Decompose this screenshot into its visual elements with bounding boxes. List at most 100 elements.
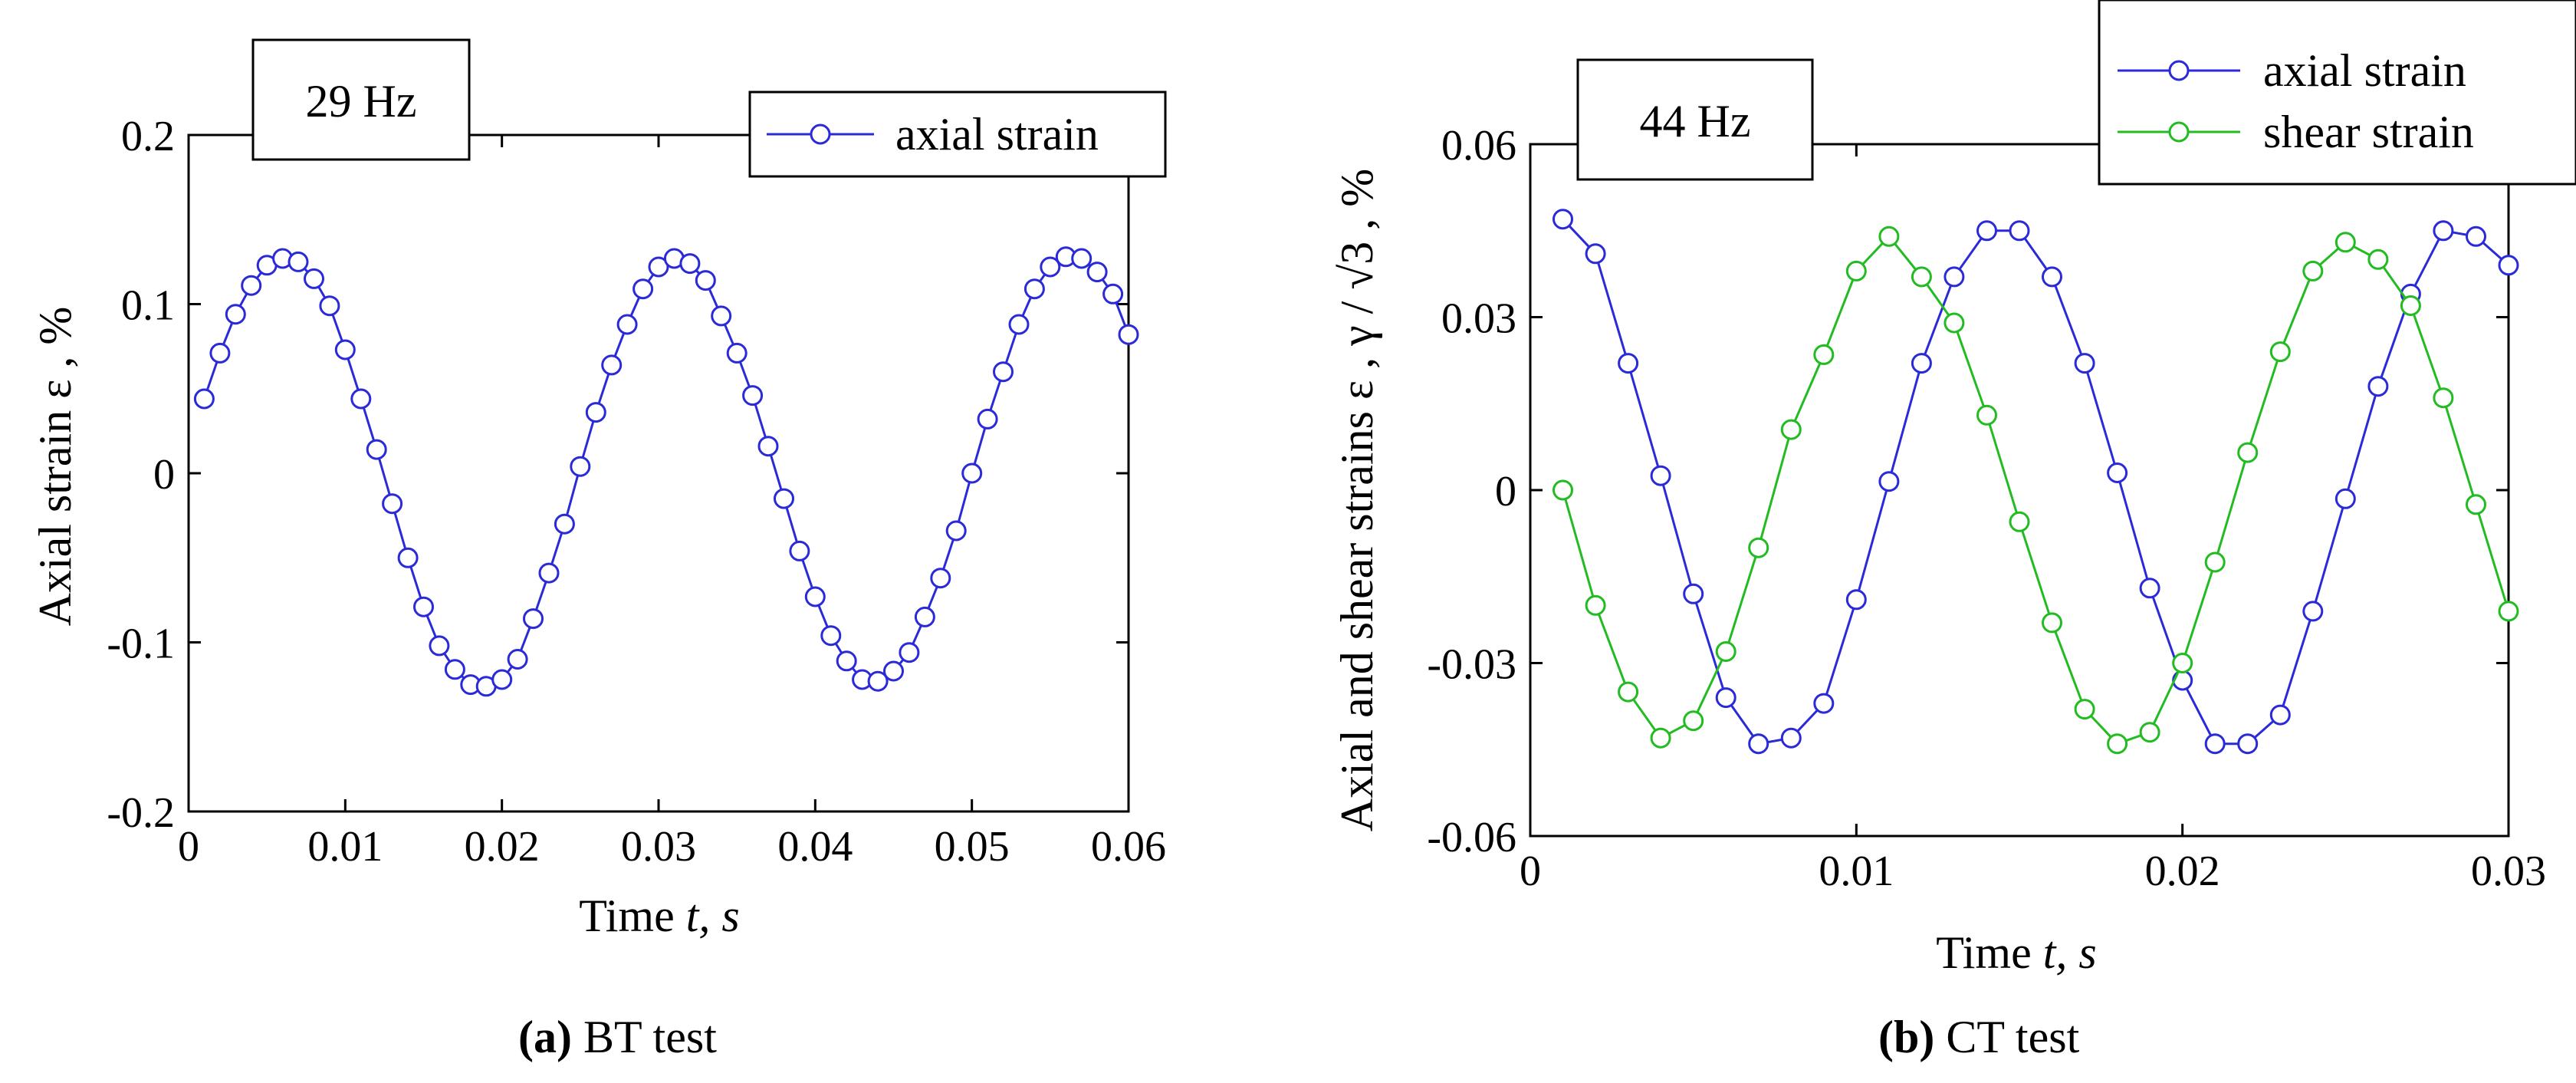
panel-a-y-ticks: -0.2 -0.1 0 0.1 0.2 — [107, 113, 1129, 837]
panel-a-point-axial-strain — [350, 388, 372, 410]
panel-b-y-tick-label: 0 — [1495, 468, 1516, 515]
panel-a-point-axial-strain — [774, 488, 794, 509]
panel-a-point-axial-strain — [288, 251, 309, 272]
panel-a-point-axial-strain — [570, 456, 591, 477]
panel-b-point-shear-strain — [1748, 537, 1769, 558]
panel-a-point-axial-strain — [429, 635, 450, 657]
panel-b-point-shear-strain — [1878, 225, 1900, 247]
panel-a-y-tick-label: 0.1 — [121, 282, 175, 330]
panel-a-point-axial-strain — [1086, 262, 1108, 283]
panel-a-caption: (a) BT test — [518, 1011, 717, 1064]
panel-a-caption-label: (a) — [518, 1012, 572, 1062]
panel-b-point-shear-strain — [2269, 341, 2291, 363]
panel-a-point-axial-strain — [1118, 324, 1139, 345]
panel-b-point-shear-strain — [2042, 612, 2062, 634]
panel-a-point-axial-strain — [193, 388, 215, 410]
panel-b-point-axial-strain — [2466, 225, 2486, 247]
panel-b-point-shear-strain — [2302, 260, 2324, 281]
panel-b-annotation-box: 44 Hz — [1576, 58, 1814, 181]
panel-b-point-axial-strain — [2204, 733, 2226, 755]
panel-a-point-axial-strain — [366, 439, 387, 460]
panel-b-point-axial-strain — [2107, 462, 2128, 483]
panel-a-point-axial-strain — [1071, 248, 1092, 269]
panel-b-point-axial-strain — [1976, 220, 1997, 242]
panel-a-point-axial-strain — [836, 650, 857, 672]
panel-b-point-axial-strain — [2498, 255, 2519, 276]
panel-b-point-shear-strain — [2204, 551, 2226, 573]
panel-b-y-tick-label: -0.06 — [1427, 814, 1516, 861]
panel-b-point-shear-strain — [1650, 727, 1671, 749]
panel-a-point-axial-strain — [789, 540, 810, 561]
panel-a-point-axial-strain — [726, 342, 748, 364]
panel-a-point-axial-strain — [804, 586, 826, 607]
panel-a-point-axial-strain — [742, 385, 764, 407]
panel-b-point-shear-strain — [1944, 312, 1965, 334]
panel-b-point-axial-strain — [2009, 220, 2030, 242]
panel-b-point-shear-strain — [1552, 479, 1573, 501]
panel-a-y-tick-label: -0.1 — [107, 621, 175, 668]
panel-a-series — [193, 246, 1139, 697]
panel-a-point-axial-strain — [523, 608, 544, 630]
panel-a-x-axis-label: Time t, s — [579, 890, 740, 941]
panel-b-point-axial-strain — [1552, 209, 1573, 230]
panel-b-point-axial-strain — [1878, 471, 1900, 492]
panel-b-x-tick-label: 0.03 — [2471, 848, 2546, 895]
panel-b-point-shear-strain — [2334, 232, 2356, 253]
panel-b-point-shear-strain — [1780, 419, 1802, 440]
panel-a-x-tick-label: 0.05 — [935, 823, 1010, 871]
panel-b-point-shear-strain — [1715, 641, 1737, 662]
panel-b-point-axial-strain — [2302, 601, 2324, 622]
panel-b-series-line-shear-strain — [1562, 235, 2510, 746]
panel-b-y-ticks: -0.06 -0.03 0 0.03 0.06 — [1427, 122, 2509, 861]
panel-b-y-tick-label: 0.03 — [1441, 295, 1516, 343]
panel-a-point-axial-strain — [209, 342, 231, 364]
panel-b-point-shear-strain — [1976, 404, 1997, 426]
panel-a-point-axial-strain — [616, 314, 638, 335]
panel-a-annotation: 29 Hz — [306, 76, 417, 127]
panel-b-point-axial-strain — [1813, 693, 1835, 714]
panel-a-point-axial-strain — [867, 670, 889, 692]
panel-a-point-axial-strain — [695, 270, 716, 291]
panel-b-plot-frame — [1529, 143, 2510, 838]
panel-a-point-axial-strain — [883, 660, 904, 682]
panel-b-point-axial-strain — [2237, 733, 2259, 755]
panel-a-point-axial-strain — [225, 304, 246, 325]
panel-b-point-axial-strain — [1585, 243, 1606, 265]
panel-a-series-line-axial-strain — [202, 255, 1130, 688]
panel-b-y-axis-label: Axial and shear strains ε , γ / √3 , % — [1332, 169, 1382, 831]
panel-a-legend: axial strain — [748, 91, 1167, 178]
panel-b-point-shear-strain — [1618, 681, 1639, 703]
panel-a-point-axial-strain — [585, 402, 606, 423]
panel-b-point-axial-strain — [1944, 266, 1965, 288]
panel-b-point-shear-strain — [1845, 260, 1867, 281]
panel-a-point-axial-strain — [334, 339, 356, 360]
panel-b-point-axial-strain — [2433, 220, 2454, 242]
panel-b-point-shear-strain — [2237, 442, 2259, 463]
panel-b-point-axial-strain — [1715, 687, 1737, 709]
panel-b-point-axial-strain — [2172, 670, 2193, 691]
panel-b-point-shear-strain — [2498, 601, 2519, 622]
panel-b-point-shear-strain — [2107, 733, 2128, 755]
panel-b-series — [1552, 209, 2519, 755]
panel-b-caption-label: (b) — [1878, 1012, 1935, 1062]
panel-a-point-axial-strain — [1102, 283, 1124, 304]
panel-b-point-axial-strain — [1650, 465, 1671, 486]
panel-a-point-axial-strain — [648, 256, 669, 278]
panel-b-legend-label-shear: shear strain — [2263, 107, 2474, 157]
panel-b-x-tick-label: 0.01 — [1819, 848, 1894, 895]
panel-b-point-shear-strain — [2400, 295, 2421, 316]
panel-b-point-axial-strain — [2334, 488, 2356, 509]
panel-a-point-axial-strain — [1040, 256, 1061, 278]
panel-b-annotation: 44 Hz — [1640, 96, 1751, 146]
panel-a-caption-text: BT test — [571, 1012, 717, 1062]
panel-a-point-axial-strain — [914, 606, 935, 627]
panel-b-legend-marker-axial — [2168, 60, 2190, 81]
panel-a-x-tick-label: 0.04 — [777, 823, 853, 871]
panel-a-point-axial-strain — [711, 305, 732, 327]
panel-b-y-tick-label: 0.06 — [1441, 122, 1516, 170]
panel-a-x-tick-label: 0 — [178, 823, 199, 871]
panel-a-legend-label: axial strain — [895, 109, 1099, 160]
panel-b-point-shear-strain — [2433, 387, 2454, 409]
panel-b-point-axial-strain — [2139, 578, 2160, 599]
